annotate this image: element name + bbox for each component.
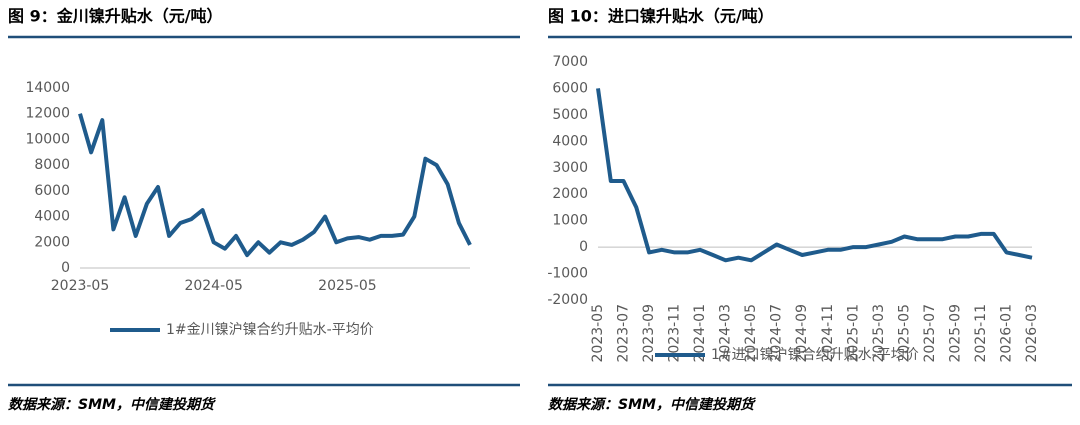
source: 数据来源：SMM，中信建投期货 (548, 396, 756, 413)
chart-title: 图 10：进口镍升贴水（元/吨） (548, 7, 774, 26)
x-tick-label: 2025-01 (845, 304, 861, 363)
x-tick-label: 2025-11 (973, 304, 989, 363)
y-tick-label: 14000 (25, 80, 70, 96)
x-tick-label: 2024-03 (718, 304, 734, 363)
y-tick-label: 6000 (34, 183, 70, 199)
y-tick-label: 10000 (25, 131, 70, 147)
x-tick-label: 2024-11 (820, 304, 836, 363)
x-tick-label: 2024-05 (184, 278, 243, 294)
x-tick-label: 2024-09 (794, 304, 810, 363)
x-tick-label: 2024-05 (743, 304, 759, 363)
x-tick-label: 2025-05 (896, 304, 912, 363)
x-tick-label: 2023-07 (616, 304, 632, 363)
chart-title: 图 9：金川镍升贴水（元/吨） (8, 7, 223, 26)
x-tick-label: 2023-05 (51, 278, 110, 294)
y-tick-label: 12000 (25, 106, 70, 122)
y-tick-label: 4000 (552, 133, 588, 149)
legend-label: 1#进口镍沪镍合约升贴水-平均价 (711, 347, 919, 363)
x-tick-label: 2025-05 (318, 278, 377, 294)
y-tick-label: 7000 (552, 54, 588, 70)
y-tick-label: 2000 (34, 234, 70, 250)
y-tick-label: 0 (579, 239, 588, 255)
x-tick-label: 2025-09 (947, 304, 963, 363)
y-tick-label: 2000 (552, 186, 588, 202)
x-tick-label: 2024-01 (692, 304, 708, 363)
x-tick-label: 2023-09 (641, 304, 657, 363)
x-tick-label: 2025-03 (871, 304, 887, 363)
x-tick-label: 2023-11 (667, 304, 683, 363)
legend-label: 1#金川镍沪镍合约升贴水-平均价 (166, 322, 374, 338)
y-tick-label: 6000 (552, 80, 588, 96)
y-tick-label: 1000 (552, 213, 588, 229)
y-tick-label: 4000 (34, 209, 70, 225)
line (78, 113, 472, 258)
x-tick-label: 2026-01 (998, 304, 1014, 363)
x-tick-label: 2024-07 (769, 304, 785, 363)
line (596, 88, 1033, 263)
x-tick-label: 2023-05 (590, 304, 606, 363)
x-tick-label: 2025-07 (922, 304, 938, 363)
y-tick-label: -1000 (547, 266, 588, 282)
y-tick-label: 8000 (34, 157, 70, 173)
source: 数据来源：SMM，中信建投期货 (8, 396, 216, 413)
y-tick-label: -2000 (547, 292, 588, 308)
y-tick-label: 0 (61, 260, 70, 276)
y-tick-label: 5000 (552, 107, 588, 123)
y-tick-label: 3000 (552, 160, 588, 176)
x-tick-label: 2026-03 (1024, 304, 1040, 363)
